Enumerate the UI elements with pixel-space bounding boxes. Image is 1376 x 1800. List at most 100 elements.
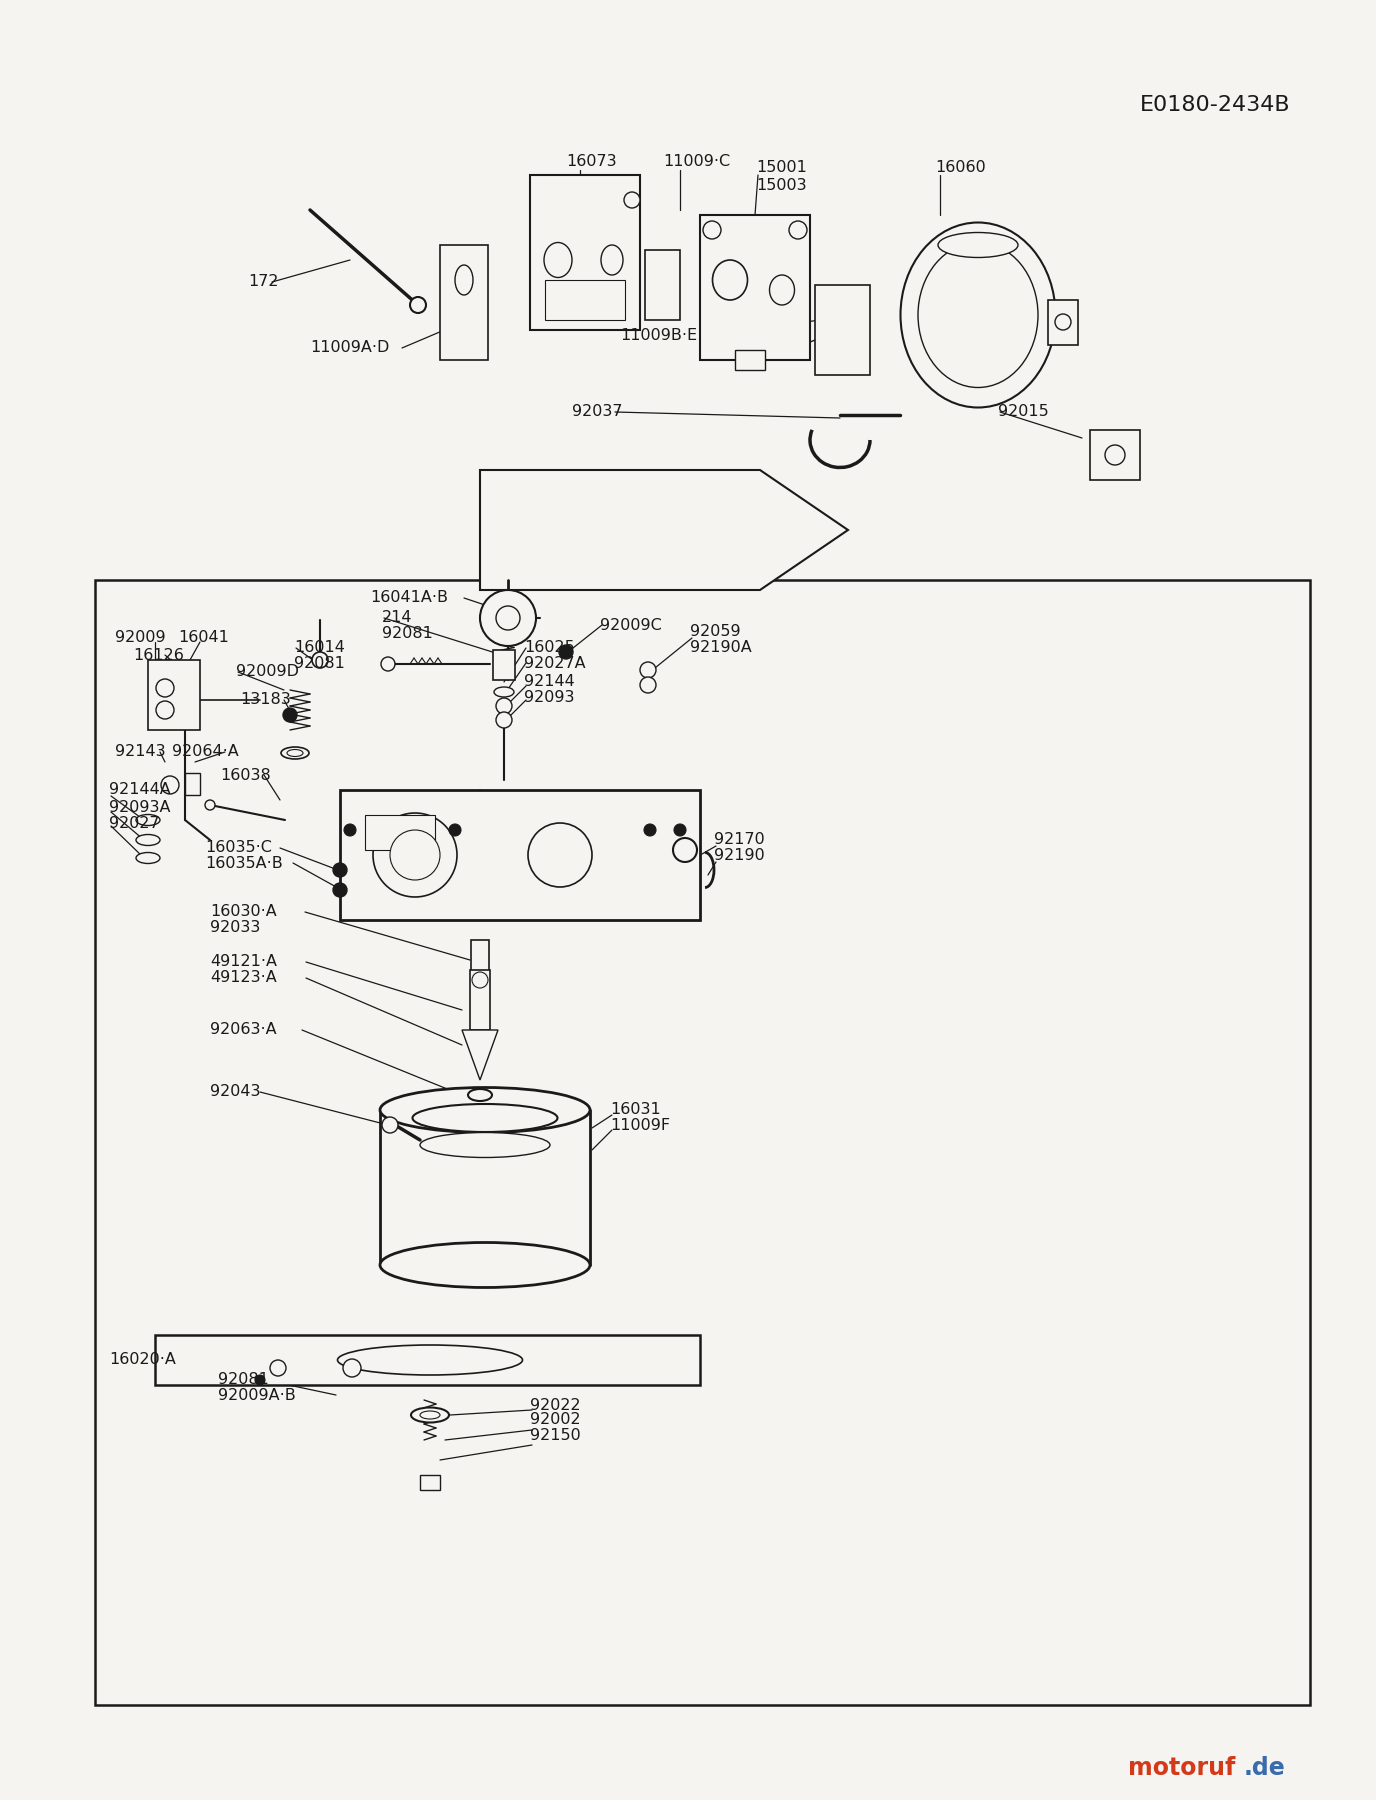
Text: 16031: 16031	[610, 1102, 660, 1118]
Text: E0180-2434B: E0180-2434B	[1139, 95, 1291, 115]
Bar	[645, 250, 680, 320]
Text: 92027A: 92027A	[524, 655, 586, 671]
Bar	[530, 175, 640, 329]
Text: 16035A·B: 16035A·B	[205, 855, 282, 871]
Bar	[365, 815, 435, 850]
Text: 11009B·E: 11009B·E	[621, 328, 698, 342]
Text: 92027: 92027	[109, 815, 160, 830]
Text: .de: .de	[1244, 1757, 1285, 1780]
Ellipse shape	[601, 245, 623, 275]
Text: 11009A·D: 11009A·D	[310, 340, 389, 356]
Circle shape	[333, 862, 347, 877]
Bar	[1049, 301, 1077, 346]
Text: 16073: 16073	[566, 155, 616, 169]
Text: 92063·A: 92063·A	[211, 1022, 277, 1037]
Text: 92150: 92150	[530, 1427, 581, 1442]
Text: 92015: 92015	[998, 405, 1049, 419]
Text: 15003: 15003	[755, 178, 806, 193]
Circle shape	[333, 884, 347, 896]
Ellipse shape	[337, 1345, 523, 1375]
Ellipse shape	[918, 243, 1038, 387]
Circle shape	[644, 824, 656, 835]
Circle shape	[480, 590, 537, 646]
Text: 92022: 92022	[530, 1397, 581, 1413]
Circle shape	[389, 830, 440, 880]
Ellipse shape	[455, 265, 473, 295]
Circle shape	[674, 824, 687, 835]
Ellipse shape	[938, 232, 1018, 257]
Bar	[1090, 430, 1139, 481]
Ellipse shape	[136, 835, 160, 846]
Text: 92009D: 92009D	[237, 664, 299, 679]
Circle shape	[155, 679, 173, 697]
Text: 92144: 92144	[524, 675, 575, 689]
Ellipse shape	[769, 275, 794, 304]
Bar	[420, 1474, 440, 1490]
Ellipse shape	[281, 747, 310, 760]
Bar	[545, 281, 625, 320]
Ellipse shape	[468, 1089, 493, 1102]
Bar	[471, 970, 490, 1030]
Text: 92144A: 92144A	[109, 783, 171, 797]
Ellipse shape	[136, 814, 160, 826]
Circle shape	[449, 824, 461, 835]
Circle shape	[410, 297, 427, 313]
Ellipse shape	[713, 259, 747, 301]
Circle shape	[528, 823, 592, 887]
Circle shape	[343, 1359, 361, 1377]
Bar	[471, 940, 488, 976]
Circle shape	[788, 221, 806, 239]
Circle shape	[495, 698, 512, 715]
Text: 92009C: 92009C	[600, 617, 662, 632]
Bar	[700, 214, 810, 360]
Circle shape	[312, 652, 327, 668]
Circle shape	[205, 799, 215, 810]
Bar	[95, 580, 1310, 1705]
Text: 16126: 16126	[133, 648, 184, 662]
Ellipse shape	[380, 1087, 590, 1132]
Ellipse shape	[380, 1242, 590, 1287]
Circle shape	[381, 657, 395, 671]
Circle shape	[640, 662, 656, 679]
Text: 13183: 13183	[239, 693, 290, 707]
Circle shape	[155, 700, 173, 718]
Text: 92093A: 92093A	[109, 799, 171, 814]
Bar	[184, 772, 200, 796]
Text: 16041A·B: 16041A·B	[370, 590, 449, 605]
Circle shape	[283, 707, 297, 722]
Text: 92037: 92037	[572, 405, 622, 419]
Text: 16014: 16014	[294, 641, 345, 655]
Text: 92190A: 92190A	[689, 639, 751, 655]
Text: 16060: 16060	[936, 160, 985, 176]
Bar	[440, 245, 488, 360]
Bar	[149, 661, 200, 731]
Ellipse shape	[288, 749, 303, 756]
Ellipse shape	[420, 1411, 440, 1418]
Bar	[815, 284, 870, 374]
Text: 16035·C: 16035·C	[205, 841, 272, 855]
Text: 92190: 92190	[714, 848, 765, 864]
Text: 172: 172	[248, 274, 278, 290]
Circle shape	[373, 814, 457, 896]
Text: 92009A·B: 92009A·B	[217, 1388, 296, 1402]
Text: 49121·A: 49121·A	[211, 954, 277, 970]
Text: 16030·A: 16030·A	[211, 904, 277, 920]
Text: 92064·A: 92064·A	[172, 745, 239, 760]
Text: 16020·A: 16020·A	[109, 1352, 176, 1368]
Text: 49123·A: 49123·A	[211, 970, 277, 986]
Text: 214: 214	[383, 610, 413, 626]
Text: 92002: 92002	[530, 1413, 581, 1427]
Ellipse shape	[900, 223, 1055, 407]
Text: 11009F: 11009F	[610, 1118, 670, 1134]
Circle shape	[472, 972, 488, 988]
Text: 16041: 16041	[178, 630, 228, 646]
Circle shape	[495, 713, 512, 727]
Text: 92170: 92170	[714, 832, 765, 848]
Text: 15001: 15001	[755, 160, 806, 176]
Text: 11009·C: 11009·C	[663, 155, 731, 169]
Circle shape	[383, 1118, 398, 1132]
Circle shape	[495, 607, 520, 630]
Circle shape	[1055, 313, 1071, 329]
Bar	[340, 790, 700, 920]
Ellipse shape	[136, 853, 160, 864]
